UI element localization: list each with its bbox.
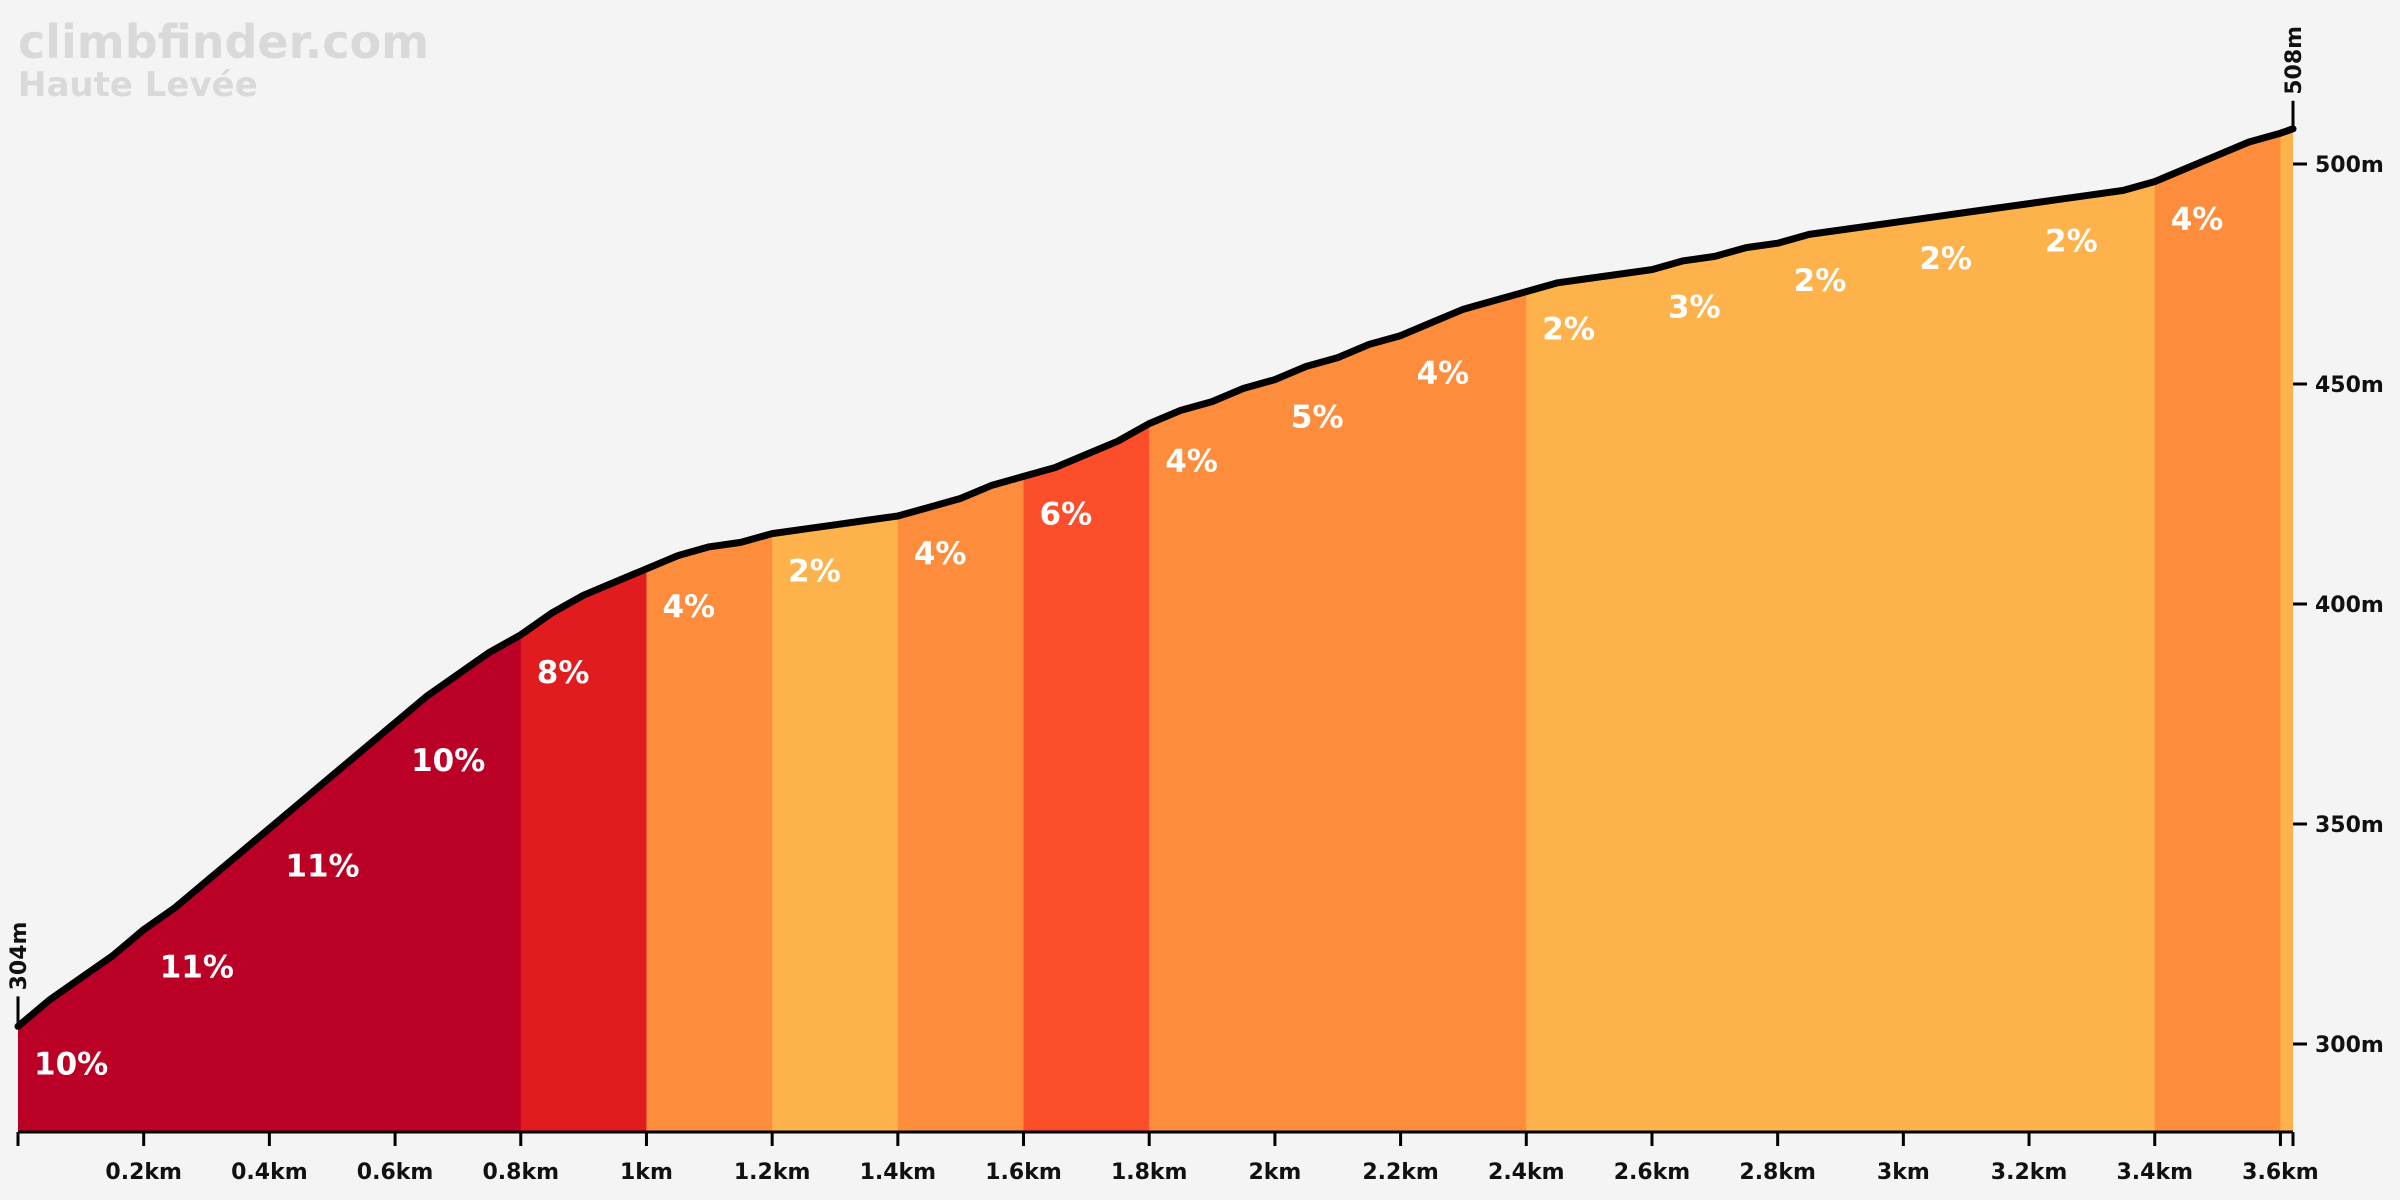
gradient-label-12: 4% <box>1417 356 1470 392</box>
gradient-label-10: 4% <box>1165 444 1218 480</box>
x-tick-label: 2.4km <box>1488 1160 1565 1185</box>
gradient-label-8: 4% <box>914 536 967 572</box>
gradient-label-16: 2% <box>1919 241 1972 277</box>
x-tick-label: 3.4km <box>2116 1160 2193 1185</box>
start-elevation-label: 304m <box>7 922 32 991</box>
gradient-label-4: 10% <box>411 743 485 779</box>
gradient-segment-17 <box>2029 128 2156 1132</box>
x-tick-label: 1.6km <box>985 1160 1062 1185</box>
gradient-label-1: 10% <box>34 1046 108 1082</box>
gradient-label-9: 6% <box>1040 496 1093 532</box>
gradient-segment-9 <box>1023 128 1150 1132</box>
gradient-label-18: 4% <box>2171 202 2224 238</box>
y-axis-ticks: 300m 350m 400m 450m 500m <box>2293 153 2384 1058</box>
x-tick-label: 0.6km <box>357 1160 434 1185</box>
gradient-segment-6 <box>646 128 773 1132</box>
x-tick-label: 0.8km <box>482 1160 559 1185</box>
end-elevation-label: 508m <box>2282 26 2307 95</box>
gradient-segment-15 <box>1777 128 1904 1132</box>
x-tick-label: 1.4km <box>860 1160 937 1185</box>
x-axis-ticks: 0.2km 0.4km 0.6km 0.8km 1km 1.2km 1.4km 1.6km 1.… <box>16 1132 2319 1185</box>
x-tick-label: 1.2km <box>734 1160 811 1185</box>
gradient-segment-16 <box>1903 128 2030 1132</box>
x-tick-label: 0.4km <box>231 1160 308 1185</box>
gradient-segment-3 <box>269 128 396 1132</box>
x-tick-label: 2km <box>1248 1160 1301 1185</box>
x-tick-label: 2.8km <box>1739 1160 1816 1185</box>
gradient-segments <box>18 128 2293 1132</box>
x-tick-label: 3.6km <box>2242 1160 2319 1185</box>
chart-title: Haute Levée <box>18 65 258 105</box>
gradient-label-14: 3% <box>1668 290 1721 326</box>
x-tick-label: 2.6km <box>1614 1160 1691 1185</box>
gradient-label-11: 5% <box>1291 400 1344 436</box>
gradient-segment-10 <box>1149 128 1276 1132</box>
gradient-segment-19 <box>2280 128 2293 1132</box>
brand-wordmark: climbfinder.com <box>18 15 429 69</box>
gradient-label-13: 2% <box>1542 312 1595 348</box>
elevation-profile-line <box>14 125 2297 1030</box>
gradient-segment-12 <box>1400 128 1527 1132</box>
y-tick-label: 500m <box>2315 153 2384 178</box>
gradient-segment-11 <box>1274 128 1402 1132</box>
x-tick-label: 1km <box>620 1160 673 1185</box>
gradient-label-6: 4% <box>662 589 715 625</box>
gradient-label-2: 11% <box>160 950 234 986</box>
gradient-labels: 10% 11% 11% 10% 8% 4% 2% 4% 6% 4% 5% 4% 2% 3% 2% 2% 2% 4% <box>34 202 2223 1083</box>
x-tick-label: 3.2km <box>1991 1160 2068 1185</box>
y-tick-label: 400m <box>2315 593 2384 618</box>
gradient-segment-18 <box>2154 128 2282 1132</box>
x-tick-label: 1.8km <box>1111 1160 1188 1185</box>
x-tick-label: 3km <box>1877 1160 1930 1185</box>
y-tick-label: 350m <box>2315 813 2384 838</box>
gradient-segment-13 <box>1526 128 1653 1132</box>
gradient-label-17: 2% <box>2045 224 2098 260</box>
y-tick-label: 450m <box>2315 373 2384 398</box>
gradient-label-3: 11% <box>285 848 359 884</box>
x-tick-label: 2.2km <box>1362 1160 1439 1185</box>
gradient-label-5: 8% <box>537 655 590 691</box>
gradient-segment-4 <box>395 128 522 1132</box>
gradient-segment-1 <box>18 128 145 1132</box>
y-tick-label: 300m <box>2315 1033 2384 1058</box>
gradient-segment-14 <box>1651 128 1779 1132</box>
gradient-segment-5 <box>520 128 648 1132</box>
gradient-label-7: 2% <box>788 554 841 590</box>
x-tick-label: 0.2km <box>105 1160 182 1185</box>
gradient-label-15: 2% <box>1794 263 1847 299</box>
